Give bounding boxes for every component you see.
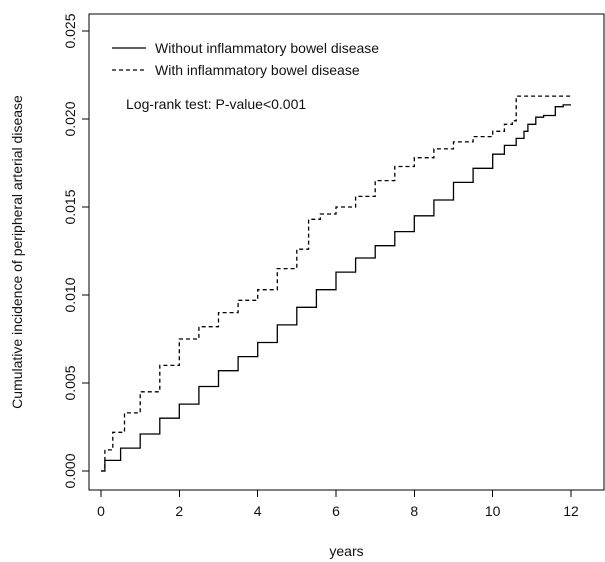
series-line-without-ibd: [101, 104, 571, 472]
x-tick-label: 6: [332, 503, 340, 519]
x-tick-label: 12: [563, 503, 579, 519]
x-axis-label: years: [329, 543, 363, 559]
y-tick-label: 0.025: [62, 13, 78, 48]
y-tick-label: 0.000: [62, 453, 78, 488]
legend-label: Without inflammatory bowel disease: [155, 40, 379, 56]
y-tick-label: 0.010: [62, 277, 78, 312]
x-tick-label: 4: [254, 503, 262, 519]
legend-label: With inflammatory bowel disease: [155, 62, 360, 78]
series-line-with-ibd: [101, 95, 571, 472]
x-tick-label: 0: [97, 503, 105, 519]
y-tick-label: 0.005: [62, 365, 78, 400]
y-axis: 0.000 0.005 0.010 0.015 0.020 0.025: [62, 13, 89, 489]
plot-area-border: [88, 13, 605, 491]
legend: Without inflammatory bowel disease With i…: [112, 40, 379, 78]
x-tick-label: 2: [175, 503, 183, 519]
log-rank-annotation: Log-rank test: P-value<0.001: [126, 96, 306, 112]
y-tick-label: 0.015: [62, 189, 78, 224]
x-tick-label: 8: [410, 503, 418, 519]
x-tick-label: 10: [485, 503, 501, 519]
plot-frame: [88, 13, 605, 491]
series-layer: [101, 95, 571, 472]
y-tick-label: 0.020: [62, 101, 78, 136]
y-axis-label: Cumulative incidence of peripheral arter…: [9, 95, 25, 409]
x-axis: 0 2 4 6 8 10 12: [97, 490, 579, 519]
